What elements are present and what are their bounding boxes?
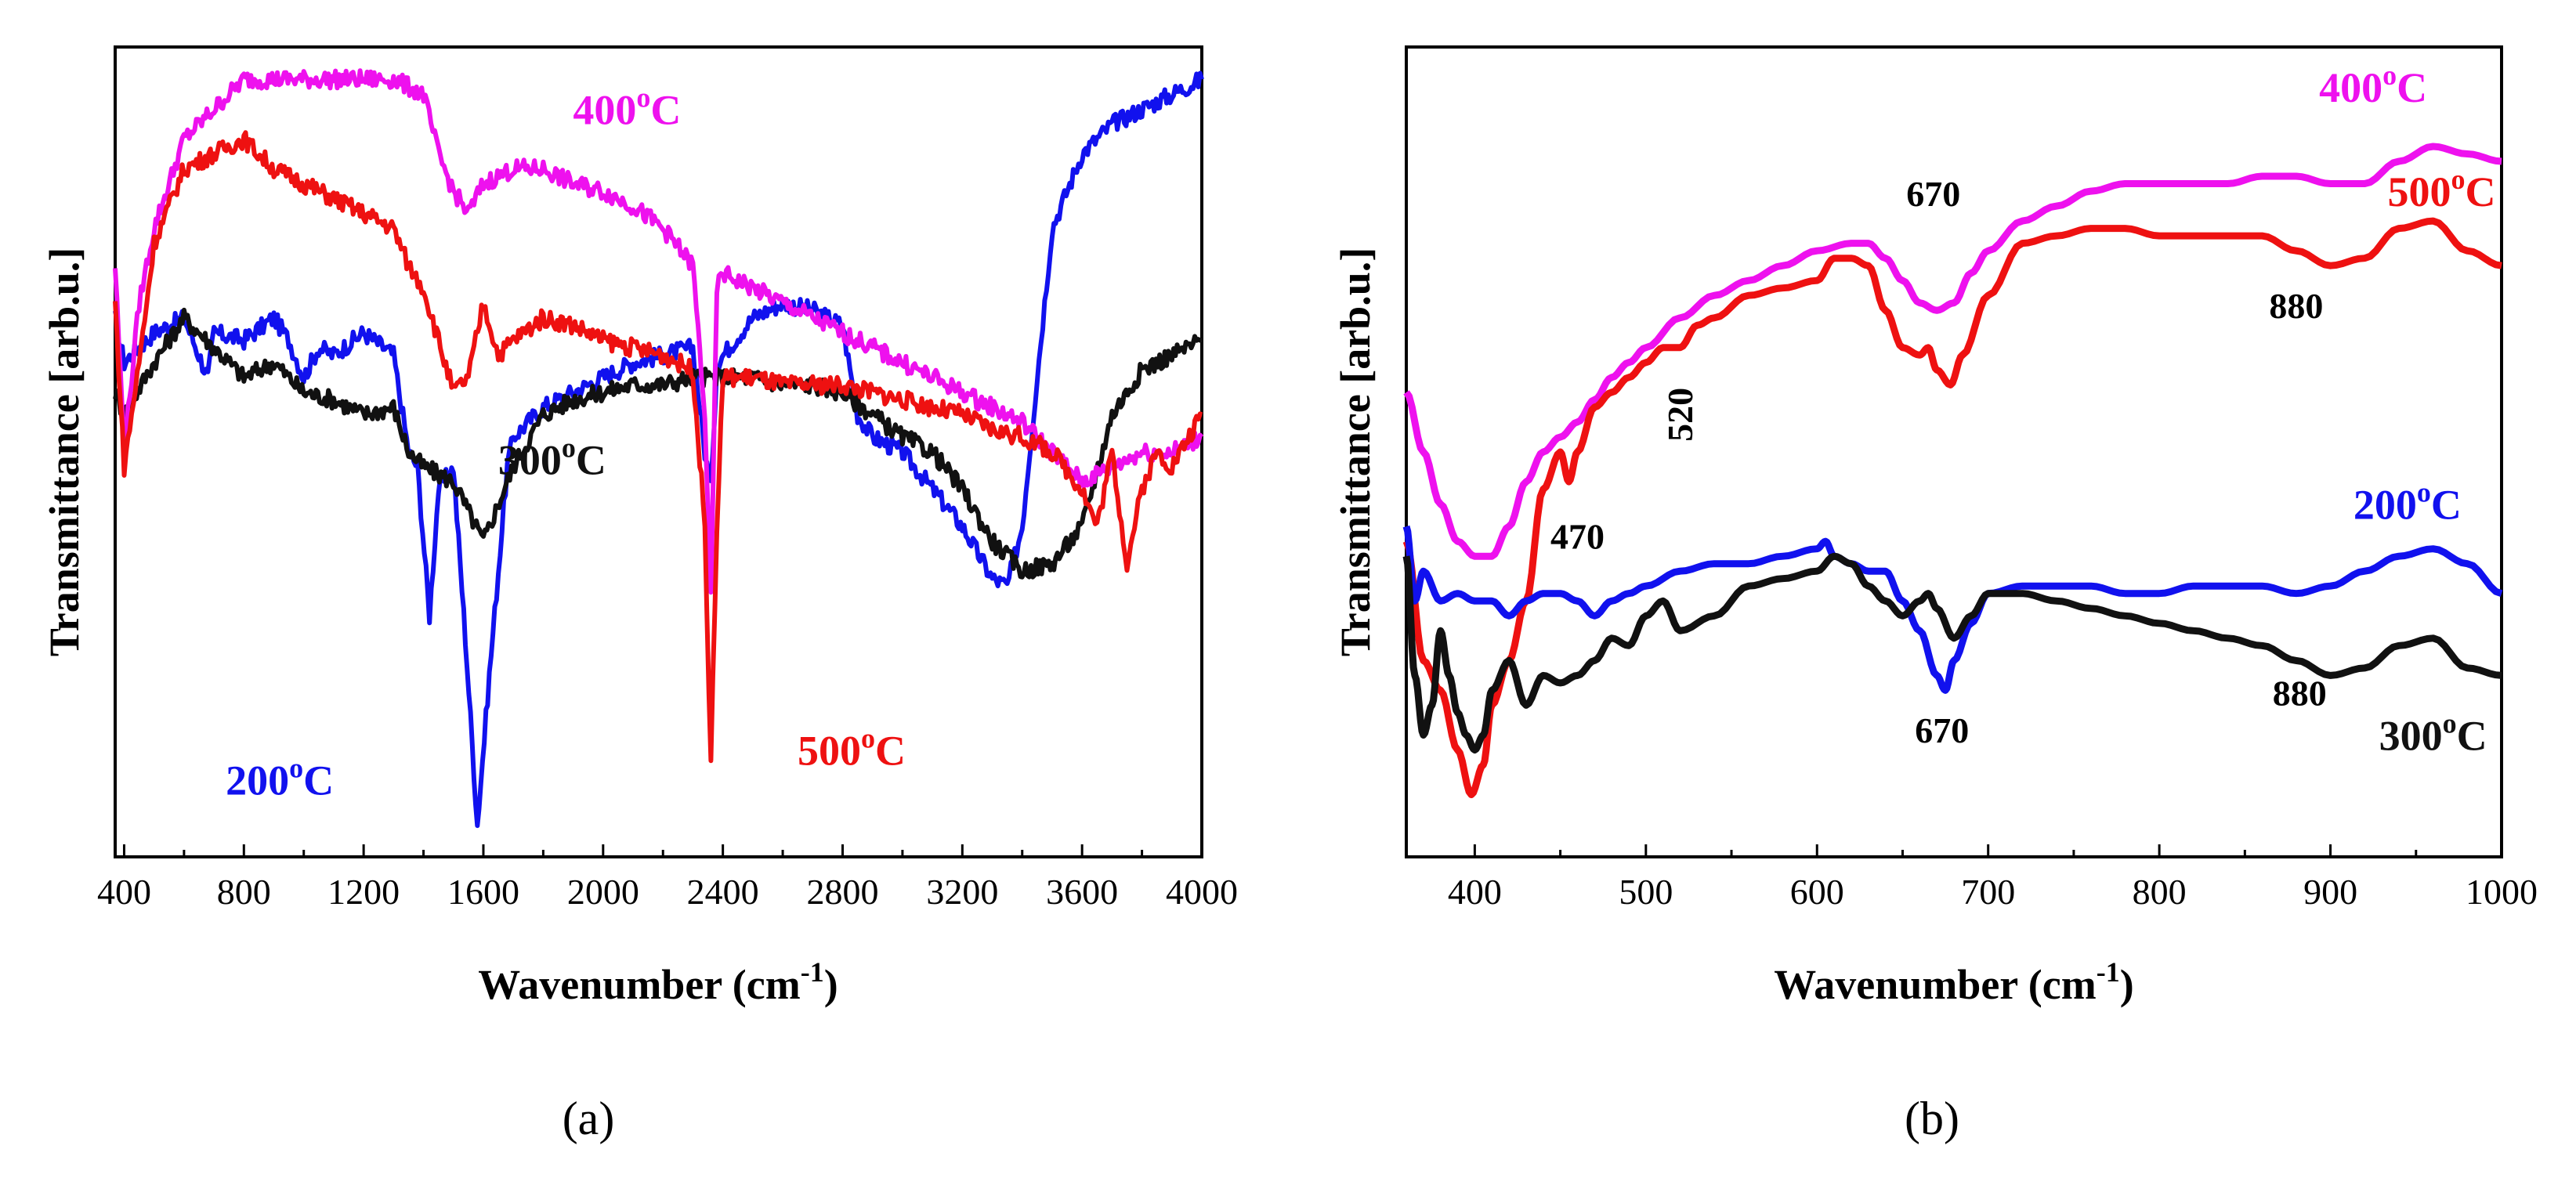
- x-tick-label: 900: [2303, 872, 2357, 912]
- x-tick-label: 400: [1448, 872, 1502, 912]
- x-tick-label: 400: [97, 872, 151, 912]
- panel-a-chart: 400 800 1200 1600 2000 2400 2800 3200 3600 4000 4…: [41, 45, 1238, 1144]
- panel-a-x-axis-title-suffix: ): [824, 961, 838, 1008]
- series-label-500C: 500oC: [2388, 164, 2496, 215]
- panel-b-peak-annotations: 670 880 520 470 670 880: [1550, 174, 2327, 750]
- panel-b-x-ticks: 400 500 600 700 800 900 1000: [1448, 844, 2538, 912]
- panel-a-x-axis-title-sup: -1: [801, 956, 824, 988]
- x-tick-label: 800: [217, 872, 271, 912]
- panel-a-caption: (a): [563, 1093, 615, 1144]
- panel-b-chart: 400 500 600 700 800 900 1000 400oC 500oC 200oC 30…: [1332, 45, 2538, 1144]
- panel-a-series-group: [113, 68, 1204, 829]
- series-label-500C: 500oC: [798, 723, 906, 775]
- series-label-200C: 200oC: [226, 753, 334, 804]
- panel-b-x-axis-title-sup: -1: [2097, 956, 2120, 988]
- series-line-200C: [113, 70, 1204, 829]
- x-tick-label: 1200: [327, 872, 400, 912]
- panel-a-x-axis-title: Wavenumber (cm-1): [478, 956, 838, 1008]
- panel-b-y-axis-title: Transmittance [arb.u.]: [1332, 248, 1379, 656]
- x-tick-label: 700: [1961, 872, 2015, 912]
- series-line-500C: [1402, 217, 2502, 799]
- series-line-300C: [113, 307, 1203, 580]
- x-tick-label: 800: [2133, 872, 2187, 912]
- panel-b-x-axis-title: Wavenumber (cm-1): [1774, 956, 2133, 1008]
- series-label-300C: 300oC: [2379, 708, 2487, 760]
- peak-annotation-880: 880: [2269, 286, 2323, 326]
- panel-a-series-labels: 400oC 300oC 200oC 500oC: [226, 81, 906, 804]
- panel-a-x-axis-title-main: Wavenumber (cm: [478, 961, 800, 1008]
- x-tick-label: 1000: [2466, 872, 2538, 912]
- series-label-200C: 200oC: [2353, 477, 2462, 529]
- panel-a-x-ticks: 400 800 1200 1600 2000 2400 2800 3200 3600 4000: [97, 844, 1238, 912]
- x-tick-label: 2800: [806, 872, 878, 912]
- peak-annotation-880: 880: [2273, 673, 2327, 713]
- peak-annotation-670: 670: [1906, 174, 1960, 214]
- peak-annotation-520: 520: [1660, 388, 1700, 442]
- panel-b-x-axis-title-main: Wavenumber (cm: [1774, 961, 2096, 1008]
- series-label-300C: 300oC: [498, 432, 606, 484]
- panel-b-plot-frame: [1405, 45, 2503, 858]
- x-tick-label: 600: [1790, 872, 1844, 912]
- panel-a-y-axis-title: Transmittance [arb.u.]: [41, 248, 88, 656]
- series-line-400C: [113, 68, 1204, 595]
- series-label-400C: 400oC: [573, 81, 681, 133]
- peak-annotation-670: 670: [1915, 710, 1969, 750]
- x-tick-label: 2000: [567, 872, 639, 912]
- series-line-500C: [113, 130, 1203, 764]
- x-tick-label: 1600: [447, 872, 519, 912]
- panel-b-caption: (b): [1905, 1093, 1959, 1144]
- x-tick-label: 500: [1619, 872, 1673, 912]
- panel-b-x-axis-title-suffix: ): [2120, 961, 2134, 1008]
- x-tick-label: 3200: [926, 872, 998, 912]
- panel-a-plot-frame: [114, 45, 1203, 858]
- x-tick-label: 3600: [1046, 872, 1118, 912]
- x-tick-label: 4000: [1166, 872, 1238, 912]
- series-line-400C: [1403, 143, 2502, 560]
- panel-b-series-group: [1402, 143, 2503, 799]
- x-tick-label: 2400: [687, 872, 759, 912]
- series-label-400C: 400oC: [2319, 60, 2427, 111]
- panel-b-series-labels: 400oC 500oC 200oC 300oC: [2319, 60, 2495, 760]
- peak-annotation-470: 470: [1550, 517, 1605, 557]
- series-line-300C: [1402, 552, 2502, 753]
